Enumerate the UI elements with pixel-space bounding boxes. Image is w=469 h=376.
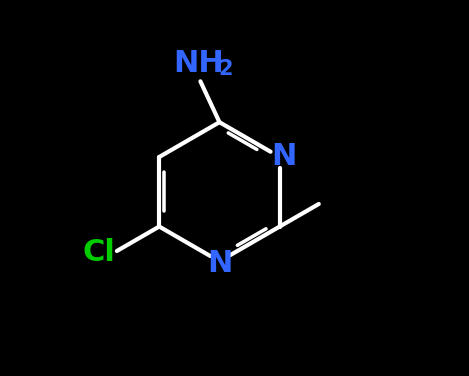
Text: N: N bbox=[207, 249, 232, 278]
Text: NH: NH bbox=[173, 49, 224, 77]
Text: 2: 2 bbox=[219, 59, 233, 79]
Text: Cl: Cl bbox=[82, 238, 115, 267]
Text: N: N bbox=[271, 143, 296, 171]
